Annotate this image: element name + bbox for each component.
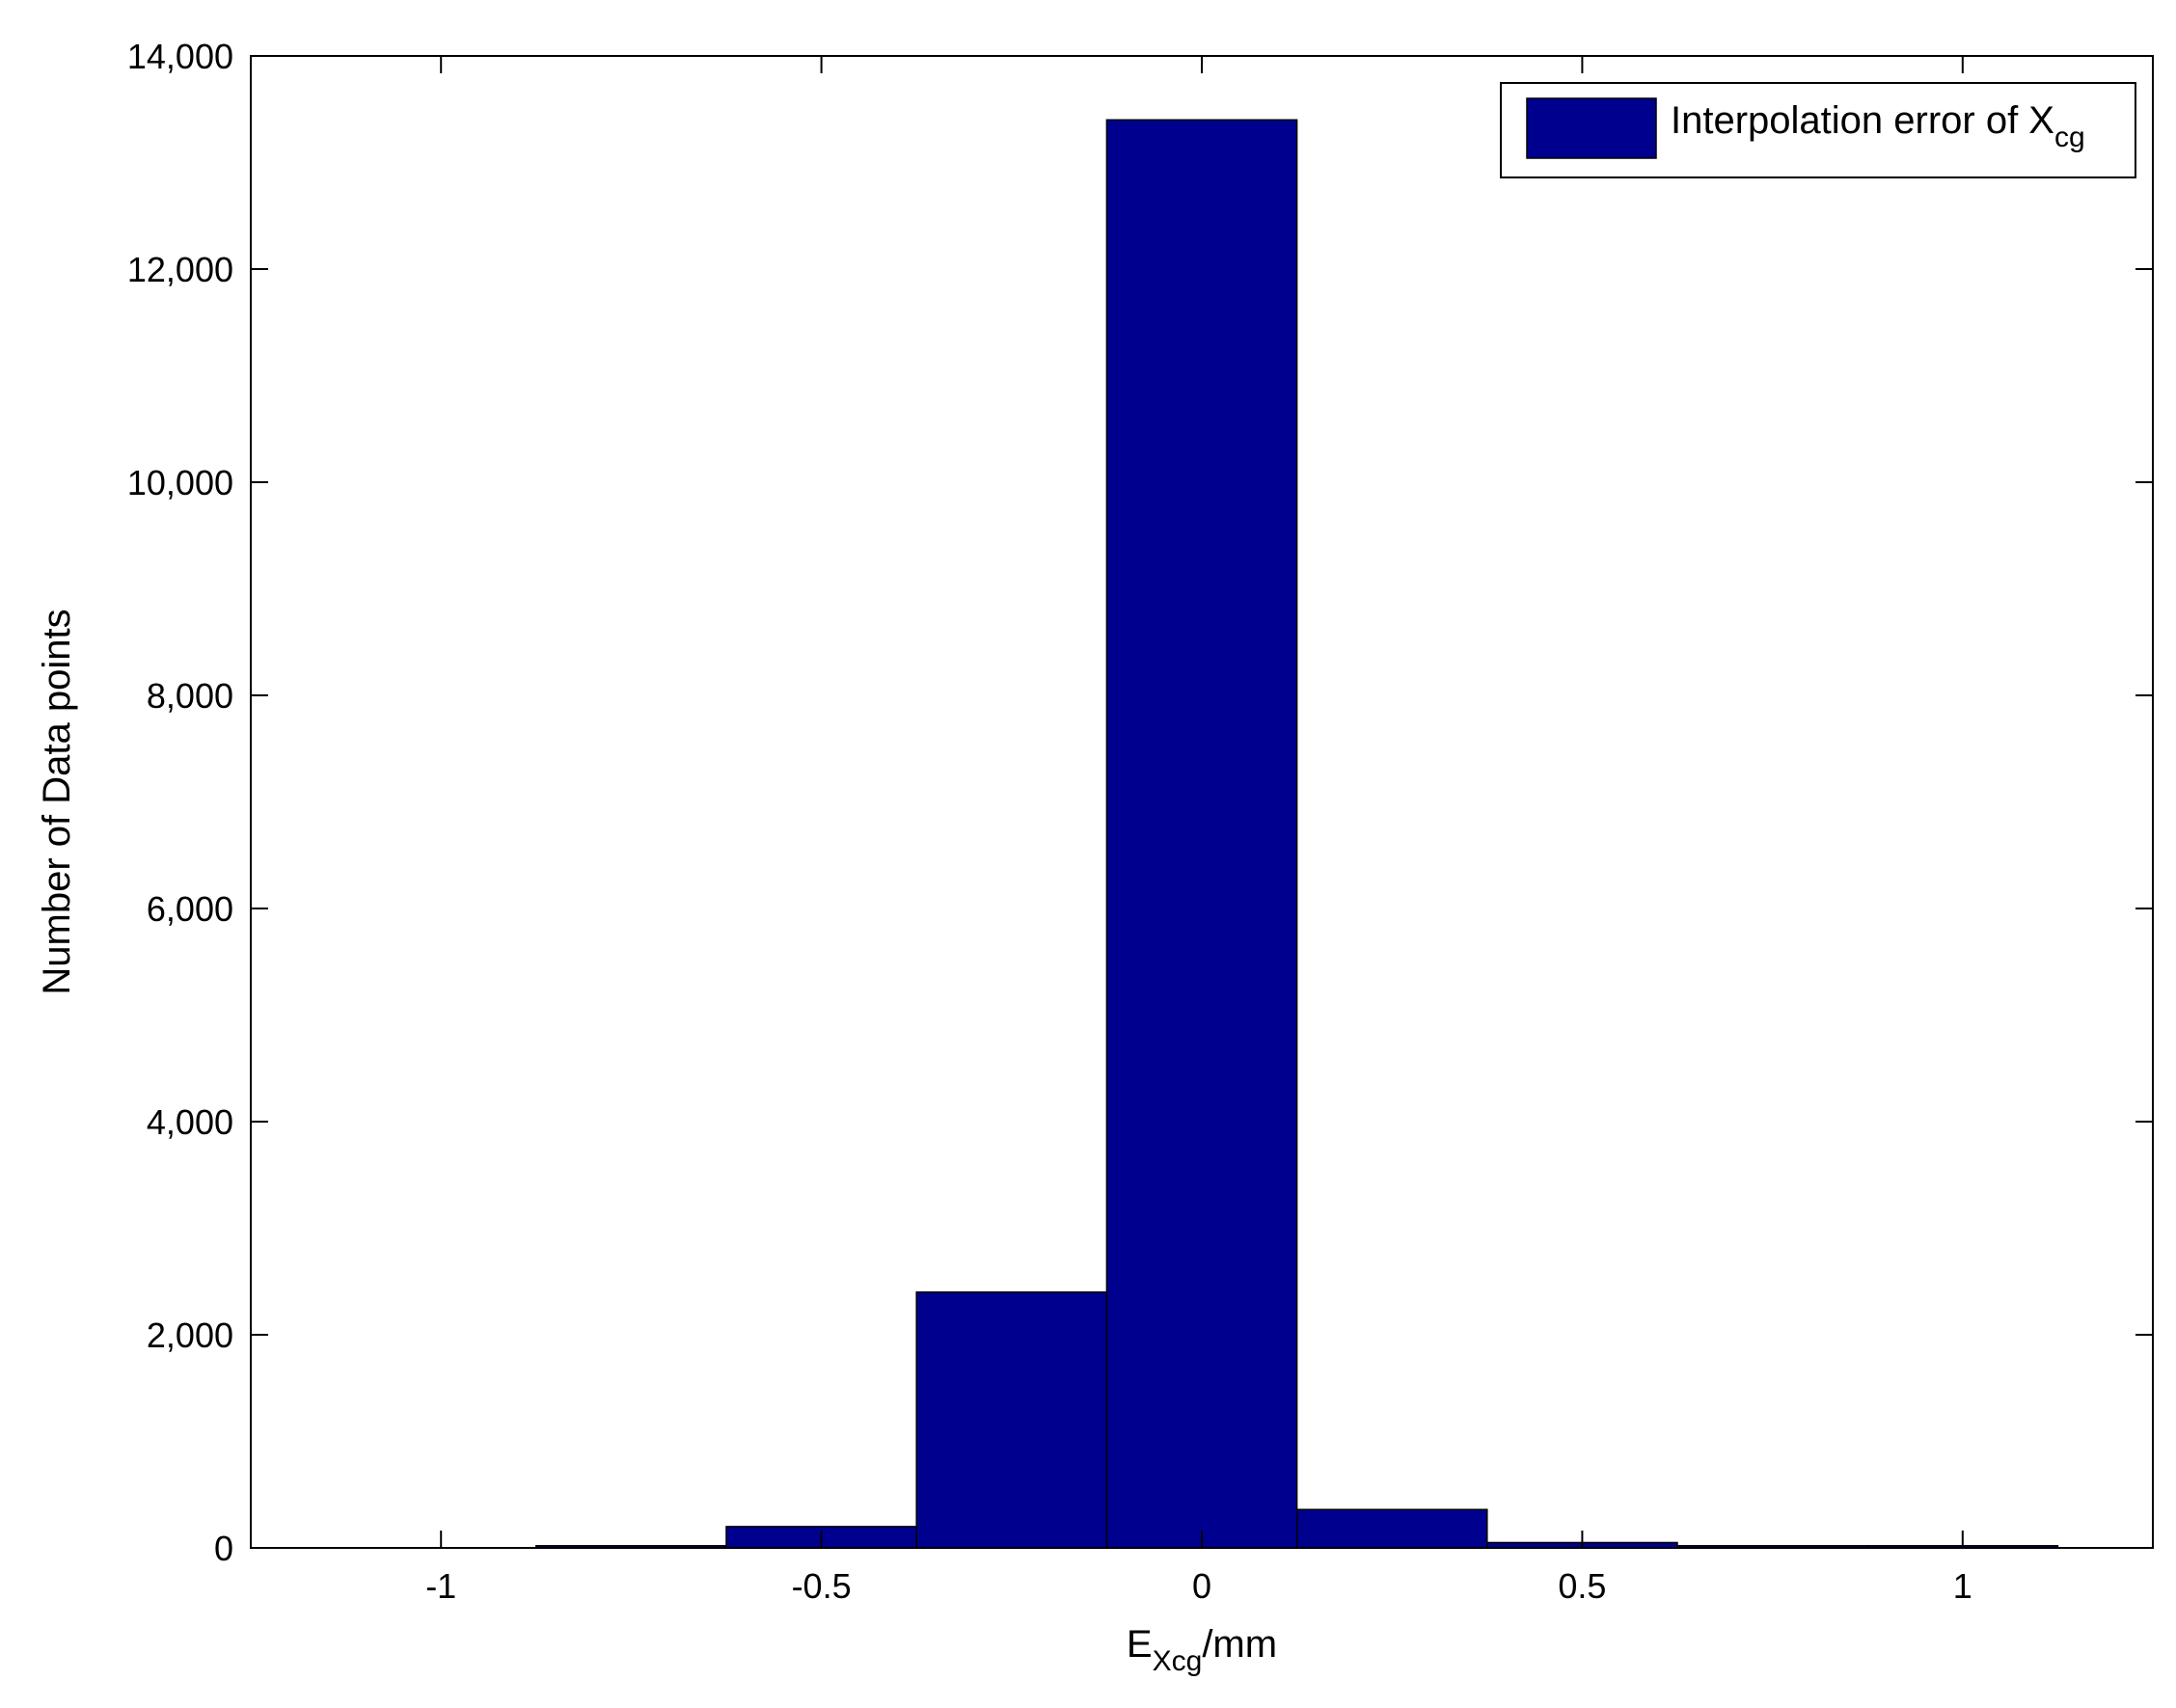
x-axis-label: EXcg/mm: [1127, 1623, 1277, 1677]
y-tick-label: 12,000: [127, 250, 233, 289]
x-axis-label-sub: Xcg: [1153, 1645, 1203, 1677]
y-tick-label: 0: [214, 1529, 233, 1568]
histogram-bar-4: [1295, 1508, 1488, 1549]
legend-label-main: Interpolation error of X: [1671, 99, 2054, 142]
x-tick-label: 0.5: [1558, 1566, 1606, 1606]
x-tick-label: -0.5: [792, 1566, 852, 1606]
legend-label-sub: cg: [2054, 122, 2085, 153]
x-tick-label: 1: [1953, 1566, 1972, 1606]
y-axis-label: Number of Data points: [36, 609, 78, 994]
y-tick-label: 4,000: [147, 1102, 233, 1142]
histogram-bar-3: [1105, 119, 1298, 1549]
legend-swatch: [1526, 97, 1657, 159]
y-tick-label: 6,000: [147, 889, 233, 929]
legend: Interpolation error of Xcg: [1500, 82, 2136, 178]
histogram-bar-2: [915, 1291, 1108, 1549]
x-tick-label: 0: [1192, 1566, 1211, 1606]
x-axis-label-main: E: [1127, 1623, 1153, 1666]
ticks-group: -1 -0.5 0 0.5 1 0 2,000 4,000 6,000 8,000 10,000 12…: [127, 37, 2153, 1606]
legend-label: Interpolation error of Xcg: [1671, 99, 2085, 153]
y-tick-label: 14,000: [127, 37, 233, 76]
bars-group: [535, 119, 2059, 1549]
x-axis-label-suffix: /mm: [1202, 1623, 1277, 1666]
y-tick-label: 8,000: [147, 676, 233, 716]
y-tick-label: 2,000: [147, 1315, 233, 1355]
y-tick-label: 10,000: [127, 463, 233, 502]
x-tick-label: -1: [425, 1566, 456, 1606]
